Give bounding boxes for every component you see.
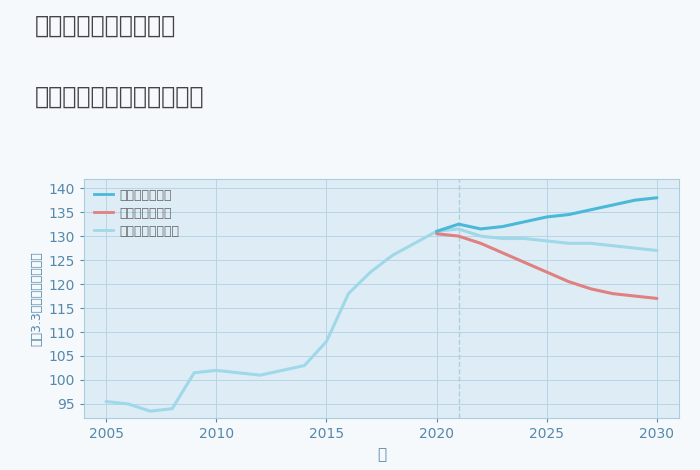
Text: 中古マンションの価格推移: 中古マンションの価格推移 <box>35 85 204 109</box>
Legend: グッドシナリオ, バッドシナリオ, ノーマルシナリオ: グッドシナリオ, バッドシナリオ, ノーマルシナリオ <box>90 185 183 242</box>
X-axis label: 年: 年 <box>377 447 386 462</box>
Y-axis label: 坪（3.3㎡）単価（万円）: 坪（3.3㎡）単価（万円） <box>30 251 43 346</box>
Text: 兵庫県姫路市南今宿の: 兵庫県姫路市南今宿の <box>35 14 176 38</box>
